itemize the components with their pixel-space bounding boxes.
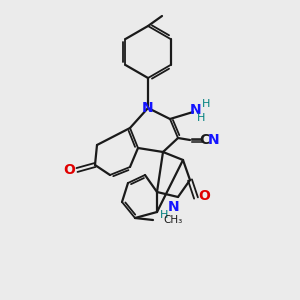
Text: N: N xyxy=(168,200,180,214)
Text: H: H xyxy=(160,210,168,220)
Text: H: H xyxy=(202,99,210,109)
Text: O: O xyxy=(63,163,75,177)
Text: O: O xyxy=(198,189,210,203)
Text: H: H xyxy=(197,113,205,123)
Text: C: C xyxy=(199,133,209,147)
Text: CH₃: CH₃ xyxy=(163,215,182,225)
Text: N: N xyxy=(142,101,154,115)
Text: N: N xyxy=(208,133,220,147)
Text: N: N xyxy=(190,103,202,117)
